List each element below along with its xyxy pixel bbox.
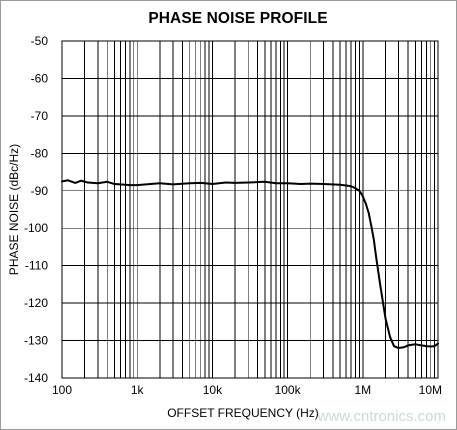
- y-tick-label: -130: [24, 334, 48, 348]
- plot-series: [61, 179, 439, 350]
- y-tick-label: -100: [24, 221, 48, 235]
- y-tick-label: -140: [24, 371, 48, 385]
- y-axis-ticks: -50 -60 -70 -80 -90 -100 -110 -120 -130 -140: [24, 34, 48, 385]
- x-tick-label: 1M: [354, 383, 371, 397]
- y-tick-label: -120: [24, 296, 48, 310]
- y-tick-label: -50: [31, 34, 49, 48]
- x-tick-label: 1k: [131, 383, 145, 397]
- y-tick-label: -80: [31, 146, 49, 160]
- grid: [61, 40, 439, 379]
- plot-area-border: [61, 40, 439, 379]
- watermark-text: www.cntronics.com: [317, 408, 446, 425]
- y-axis-label: PHASE NOISE (dBc/Hz): [7, 144, 21, 275]
- phase-noise-line: [61, 179, 439, 350]
- chart-title: PHASE NOISE PROFILE: [148, 10, 327, 27]
- x-axis-ticks: 100 1k 10k 100k 1M 10M: [52, 383, 442, 397]
- y-tick-label: -60: [31, 71, 49, 85]
- x-tick-label: 10M: [419, 383, 442, 397]
- x-tick-label: 100k: [275, 383, 302, 397]
- x-axis-label: OFFSET FREQUENCY (Hz): [167, 406, 319, 420]
- y-tick-label: -110: [25, 259, 48, 273]
- x-tick-label: 10k: [203, 383, 223, 397]
- y-tick-label: -90: [31, 184, 49, 198]
- y-tick-label: -70: [31, 109, 49, 123]
- x-tick-label: 100: [52, 383, 72, 397]
